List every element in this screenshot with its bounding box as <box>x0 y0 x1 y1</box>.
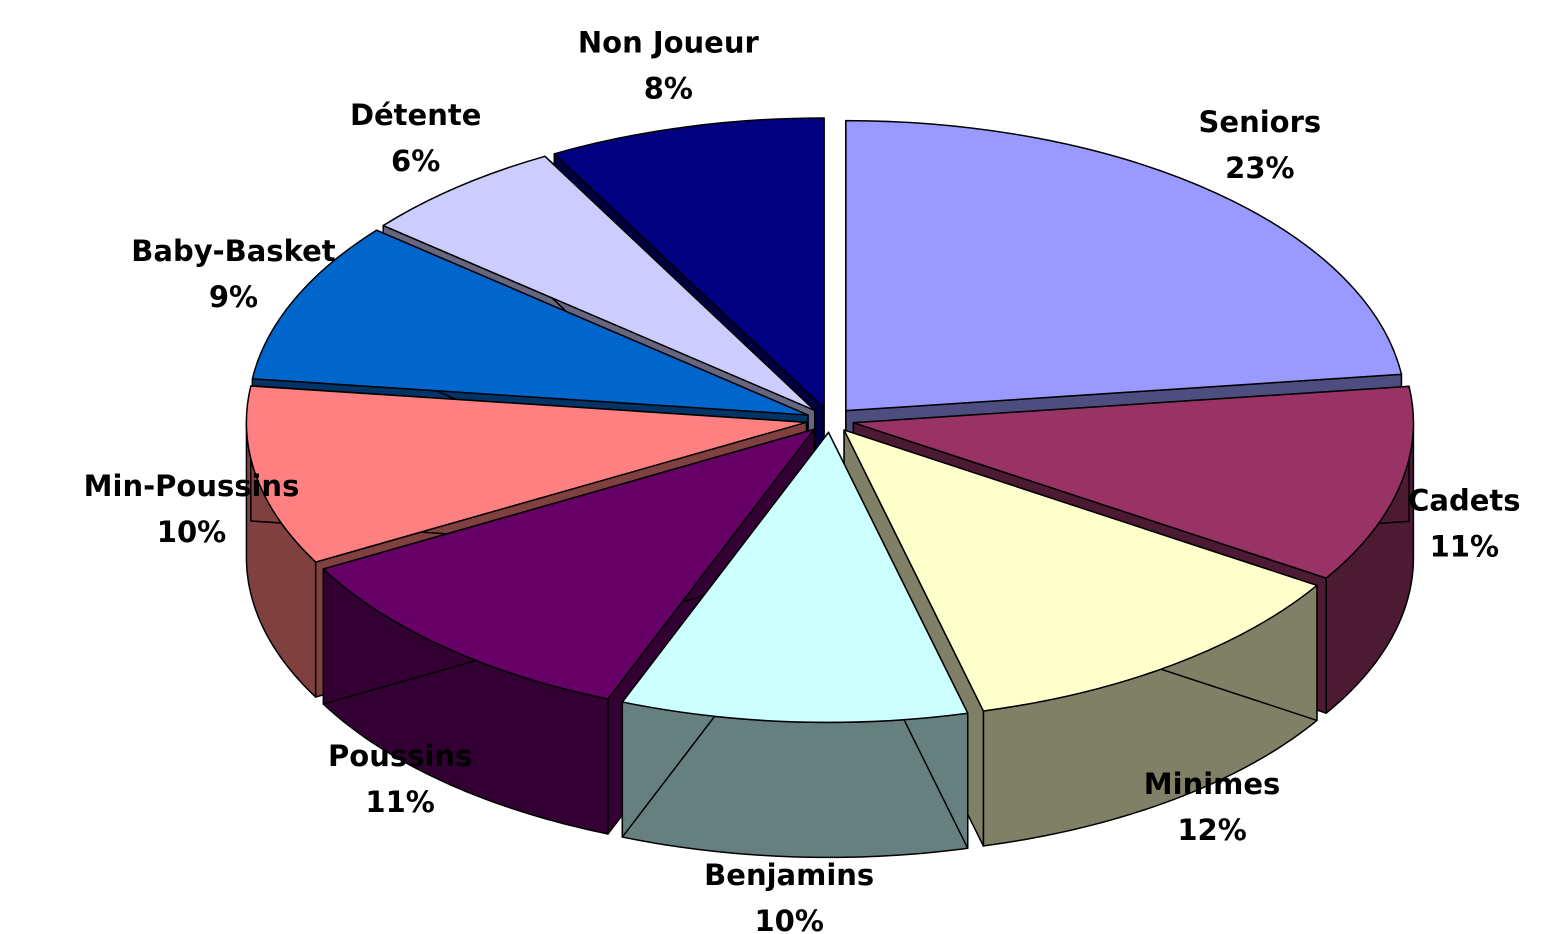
slice-label: Cadets <box>1408 484 1520 518</box>
value-label: 9% <box>209 280 258 314</box>
slice-label: Détente <box>350 98 481 132</box>
value-label: 8% <box>644 71 693 105</box>
value-label: 23% <box>1225 151 1294 185</box>
value-label: 12% <box>1177 813 1246 847</box>
slice <box>322 428 815 700</box>
value-label: 10% <box>754 904 823 934</box>
slice-label: Min-Poussins <box>84 469 300 503</box>
slice-label: Minimes <box>1144 767 1281 801</box>
slice <box>843 429 1318 712</box>
slice <box>852 385 1415 579</box>
slice <box>251 229 809 416</box>
slice <box>382 155 816 412</box>
slice <box>245 385 808 563</box>
value-label: 11% <box>1430 530 1499 564</box>
value-label: 11% <box>365 785 434 819</box>
slice-label: Seniors <box>1199 105 1322 139</box>
value-label: 6% <box>391 144 440 178</box>
value-label: 10% <box>157 515 226 549</box>
slice <box>845 119 1403 412</box>
slice-label: Poussins <box>328 739 472 773</box>
slice-label: Non Joueur <box>578 25 760 59</box>
slice <box>553 117 825 409</box>
slice-label: Baby-Basket <box>131 234 335 268</box>
slice <box>621 431 969 724</box>
slice-label: Benjamins <box>704 858 874 892</box>
